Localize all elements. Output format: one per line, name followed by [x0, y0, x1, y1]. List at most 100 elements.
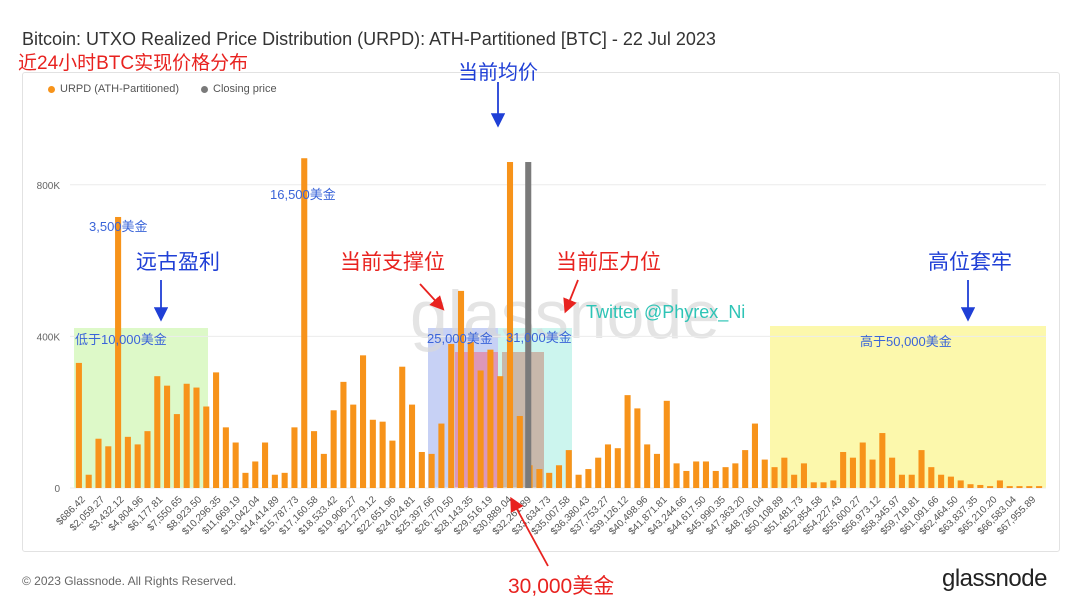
- bar: [859, 442, 866, 488]
- bar: [928, 467, 935, 488]
- bar: [252, 461, 259, 488]
- bar: [379, 421, 386, 488]
- bar: [683, 470, 690, 488]
- copyright-text: © 2023 Glassnode. All Rights Reserved.: [22, 574, 237, 588]
- bar: [810, 482, 817, 488]
- bar: [369, 419, 376, 488]
- bar: [957, 480, 964, 488]
- bar: [360, 355, 367, 488]
- bar: [408, 404, 416, 488]
- closing-price-bar: [525, 162, 532, 488]
- resistance-arrow: [563, 279, 579, 314]
- bar: [849, 457, 856, 488]
- price-30000-arrow: [510, 496, 549, 567]
- chart-title: Bitcoin: UTXO Realized Price Distributio…: [22, 29, 716, 49]
- annotation-support: 当前支撑位: [340, 251, 445, 274]
- bar: [663, 400, 670, 488]
- bar: [193, 387, 200, 488]
- bar: [418, 451, 425, 488]
- bar: [555, 465, 563, 488]
- bar: [291, 427, 298, 488]
- bar: [1036, 486, 1043, 488]
- annotation-resistance: 当前压力位: [556, 251, 661, 274]
- bar: [761, 459, 768, 488]
- bar: [585, 469, 592, 488]
- bar: [75, 362, 82, 488]
- bar: [565, 450, 572, 488]
- bar: [301, 158, 308, 488]
- bar: [938, 474, 945, 488]
- chart-subtitle: 近24小时BTC实现价格分布: [18, 53, 249, 74]
- bar: [281, 472, 288, 488]
- bar: [144, 431, 151, 488]
- bar: [262, 442, 269, 488]
- annotation-above-50k: 高于50,000美金: [860, 334, 952, 349]
- bar: [173, 414, 180, 488]
- bar: [732, 463, 739, 488]
- bar: [987, 486, 994, 488]
- bar: [781, 457, 788, 488]
- legend-dot-urpd: [48, 85, 55, 93]
- legend-item-urpd[interactable]: URPD (ATH-Partitioned): [48, 83, 179, 95]
- bar: [918, 450, 925, 488]
- bar: [311, 431, 318, 488]
- bar: [546, 472, 553, 488]
- bar: [771, 467, 778, 488]
- bar: [742, 450, 749, 488]
- bar: [330, 410, 337, 488]
- bar: [428, 453, 435, 488]
- glassnode-logo: glassnode: [942, 565, 1047, 592]
- bar: [154, 376, 161, 488]
- legend-label-closing-price: Closing price: [213, 83, 277, 95]
- annotation-25000: 25,000美金: [427, 331, 493, 346]
- twitter-watermark: Twitter @Phyrex_Ni: [586, 302, 746, 322]
- region-above-50k: [770, 326, 1046, 488]
- bar: [722, 467, 729, 488]
- bar: [213, 372, 220, 488]
- bar: [340, 381, 347, 488]
- bar: [399, 366, 406, 488]
- legend-item-closing-price[interactable]: Closing price: [201, 83, 277, 95]
- bar: [320, 453, 327, 488]
- bar: [536, 469, 543, 488]
- bar: [1006, 486, 1013, 488]
- annotation-below-10k: 低于10,000美金: [75, 332, 167, 347]
- bar: [624, 395, 631, 488]
- bar: [115, 216, 122, 488]
- bar: [389, 440, 396, 488]
- bar: [634, 408, 641, 488]
- y-tick-label: 0: [54, 484, 60, 495]
- bar: [506, 162, 514, 488]
- bar: [595, 457, 602, 488]
- annotation-trapped: 高位套牢: [928, 251, 1012, 274]
- support-arrow: [419, 283, 445, 311]
- y-tick-label: 800K: [37, 181, 61, 192]
- bar: [95, 438, 102, 488]
- bar: [222, 427, 229, 488]
- bar: [693, 461, 700, 488]
- bar: [85, 474, 92, 488]
- bar: [271, 474, 278, 488]
- bar: [604, 444, 612, 488]
- bar: [653, 453, 661, 488]
- bar: [105, 446, 112, 488]
- annotation-16500: 16,500美金: [270, 187, 336, 202]
- bar: [350, 404, 357, 488]
- legend-label-urpd: URPD (ATH-Partitioned): [60, 83, 179, 95]
- bar: [898, 474, 905, 488]
- annotation-30000: 30,000美金: [508, 575, 615, 598]
- bar: [1016, 486, 1023, 488]
- bar: [712, 470, 719, 488]
- bar: [644, 444, 651, 488]
- bar: [820, 482, 827, 488]
- annotation-31000: 31,000美金: [506, 330, 572, 345]
- bar: [467, 342, 474, 488]
- bar: [477, 370, 484, 488]
- bar: [967, 484, 974, 488]
- bar: [134, 444, 141, 488]
- bar: [457, 290, 465, 488]
- annotation-3500: 3,500美金: [89, 219, 148, 234]
- bar: [996, 480, 1003, 488]
- bar: [977, 484, 984, 488]
